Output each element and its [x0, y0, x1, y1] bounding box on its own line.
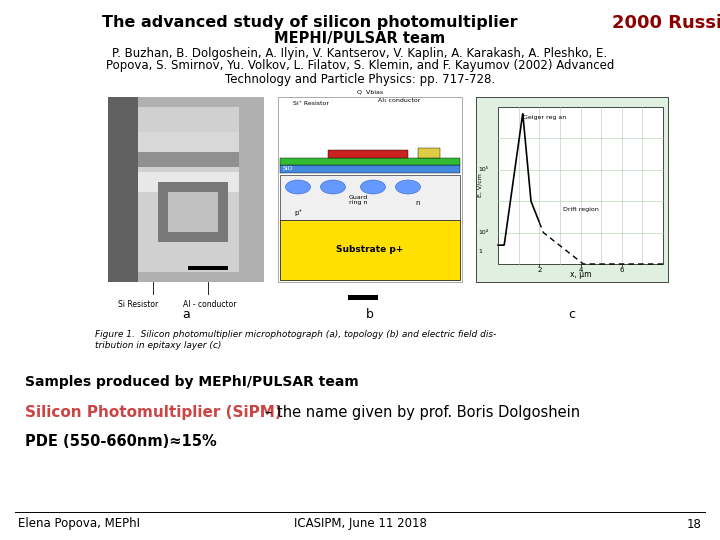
Text: tribution in epitaxy layer (c): tribution in epitaxy layer (c) — [95, 341, 221, 350]
Text: ICASIPM, June 11 2018: ICASIPM, June 11 2018 — [294, 517, 426, 530]
Text: Al - conductor: Al - conductor — [183, 300, 236, 309]
Bar — [476, 97, 668, 282]
Bar — [328, 150, 408, 158]
Text: Si⁺ Resistor: Si⁺ Resistor — [293, 101, 329, 106]
Bar — [280, 220, 460, 280]
Text: c: c — [569, 307, 575, 321]
Bar — [138, 132, 239, 152]
Text: 1: 1 — [478, 249, 482, 254]
Text: E, V/cm: E, V/cm — [477, 173, 482, 198]
Bar — [280, 165, 460, 173]
Text: Geiger reg an: Geiger reg an — [523, 115, 566, 120]
Ellipse shape — [395, 180, 420, 194]
Bar — [278, 97, 462, 282]
Text: 4: 4 — [578, 267, 582, 273]
Bar — [138, 107, 239, 272]
Bar — [498, 107, 663, 264]
Text: x, μm: x, μm — [570, 270, 591, 279]
Text: The advanced study of silicon photomultiplier: The advanced study of silicon photomulti… — [102, 16, 518, 30]
Text: Drift region: Drift region — [563, 206, 599, 212]
Text: SiO: SiO — [283, 166, 294, 172]
Bar — [158, 182, 228, 242]
Text: – the name given by prof. Boris Dolgoshein: – the name given by prof. Boris Dolgoshe… — [265, 404, 580, 420]
Text: PDE (550-660nm)≈15%: PDE (550-660nm)≈15% — [25, 435, 217, 449]
Text: Al₁ conductor: Al₁ conductor — [378, 98, 420, 103]
Bar — [138, 152, 239, 167]
Text: 2: 2 — [537, 267, 541, 273]
Text: b: b — [366, 307, 374, 321]
Ellipse shape — [286, 180, 310, 194]
Text: P. Buzhan, B. Dolgoshein, A. Ilyin, V. Kantserov, V. Kaplin, A. Karakash, A. Ple: P. Buzhan, B. Dolgoshein, A. Ilyin, V. K… — [112, 46, 608, 59]
Text: 10⁵: 10⁵ — [478, 167, 488, 172]
Text: a: a — [182, 307, 190, 321]
Text: 18: 18 — [687, 517, 702, 530]
Text: Guard
ring n: Guard ring n — [348, 194, 368, 205]
Bar — [108, 97, 264, 282]
Bar — [348, 295, 378, 300]
Text: p⁺: p⁺ — [294, 210, 302, 216]
Text: Silicon Photomultiplier (SiPM): Silicon Photomultiplier (SiPM) — [25, 404, 282, 420]
Text: Popova, S. Smirnov, Yu. Volkov, L. Filatov, S. Klemin, and F. Kayumov (2002) Adv: Popova, S. Smirnov, Yu. Volkov, L. Filat… — [106, 59, 614, 72]
Text: n: n — [415, 200, 420, 206]
Bar — [188, 266, 228, 270]
Bar — [138, 172, 239, 192]
Bar — [418, 148, 440, 158]
Text: Samples produced by MEPhI/PULSAR team: Samples produced by MEPhI/PULSAR team — [25, 375, 359, 389]
Text: Substrate p+: Substrate p+ — [336, 246, 404, 254]
Bar — [108, 97, 138, 282]
Text: Q  Vbias: Q Vbias — [357, 90, 383, 95]
Text: 10⁴: 10⁴ — [478, 230, 488, 235]
Text: Si Resistor: Si Resistor — [118, 300, 158, 309]
Text: 2000 Russia: 2000 Russia — [612, 14, 720, 32]
Bar — [280, 158, 460, 165]
Text: Technology and Particle Physics: pp. 717-728.: Technology and Particle Physics: pp. 717… — [225, 72, 495, 85]
Bar — [280, 175, 460, 220]
Ellipse shape — [320, 180, 346, 194]
Bar — [168, 192, 218, 232]
Text: Figure 1.  Silicon photomultiplier microphotograph (a), topology (b) and electri: Figure 1. Silicon photomultiplier microp… — [95, 330, 496, 339]
Text: 6: 6 — [619, 267, 624, 273]
Text: MEPHI/PULSAR team: MEPHI/PULSAR team — [274, 30, 446, 45]
Ellipse shape — [361, 180, 385, 194]
Text: Elena Popova, MEPhI: Elena Popova, MEPhI — [18, 517, 140, 530]
